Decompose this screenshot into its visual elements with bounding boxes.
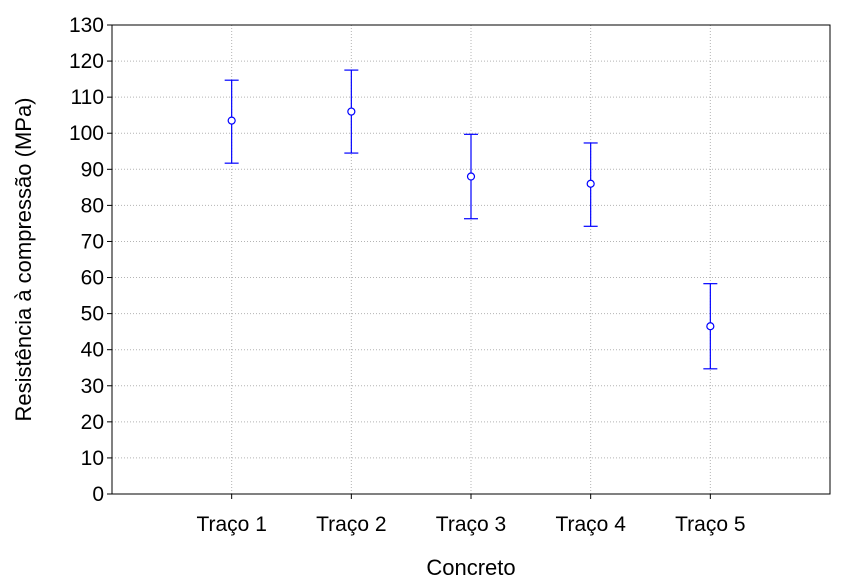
y-tick-label: 120 xyxy=(69,50,104,73)
y-tick-label: 130 xyxy=(69,14,104,37)
y-tick-label: 90 xyxy=(81,158,104,181)
x-tick-label: Traço 1 xyxy=(196,513,266,536)
y-tick-label: 100 xyxy=(69,122,104,145)
x-tick-label: Traço 4 xyxy=(555,513,626,536)
data-series xyxy=(224,69,718,370)
mean-point xyxy=(347,107,356,116)
y-axis-title: Resistência à compressão (MPa) xyxy=(11,97,36,421)
y-tick-label: 40 xyxy=(81,339,104,362)
y-tick-label: 10 xyxy=(81,447,104,470)
mean-point xyxy=(466,172,476,181)
mean-point xyxy=(706,322,715,331)
x-axis-ticks: Traço 1 Traço 2 Traço 3 Traço 4 Traço 5 xyxy=(196,494,746,536)
x-tick-label: Traço 5 xyxy=(675,513,745,536)
y-tick-label: 0 xyxy=(92,483,104,506)
mean-point xyxy=(586,179,595,188)
y-tick-label: 50 xyxy=(81,303,104,326)
y-tick-label: 110 xyxy=(71,86,104,109)
y-tick-label: 70 xyxy=(81,230,104,253)
y-tick-label: 30 xyxy=(81,375,104,398)
x-tick-label: Traço 3 xyxy=(436,513,506,536)
x-tick-label: Traço 2 xyxy=(316,513,386,536)
mean-point xyxy=(227,116,236,125)
y-tick-label: 60 xyxy=(81,267,104,290)
y-axis-ticks: 0 10 20 30 40 50 60 70 80 90 100 110 120 130 xyxy=(69,14,112,506)
y-tick-label: 80 xyxy=(81,194,104,217)
y-tick-label: 20 xyxy=(81,411,104,434)
x-axis-title: Concreto xyxy=(426,555,515,580)
